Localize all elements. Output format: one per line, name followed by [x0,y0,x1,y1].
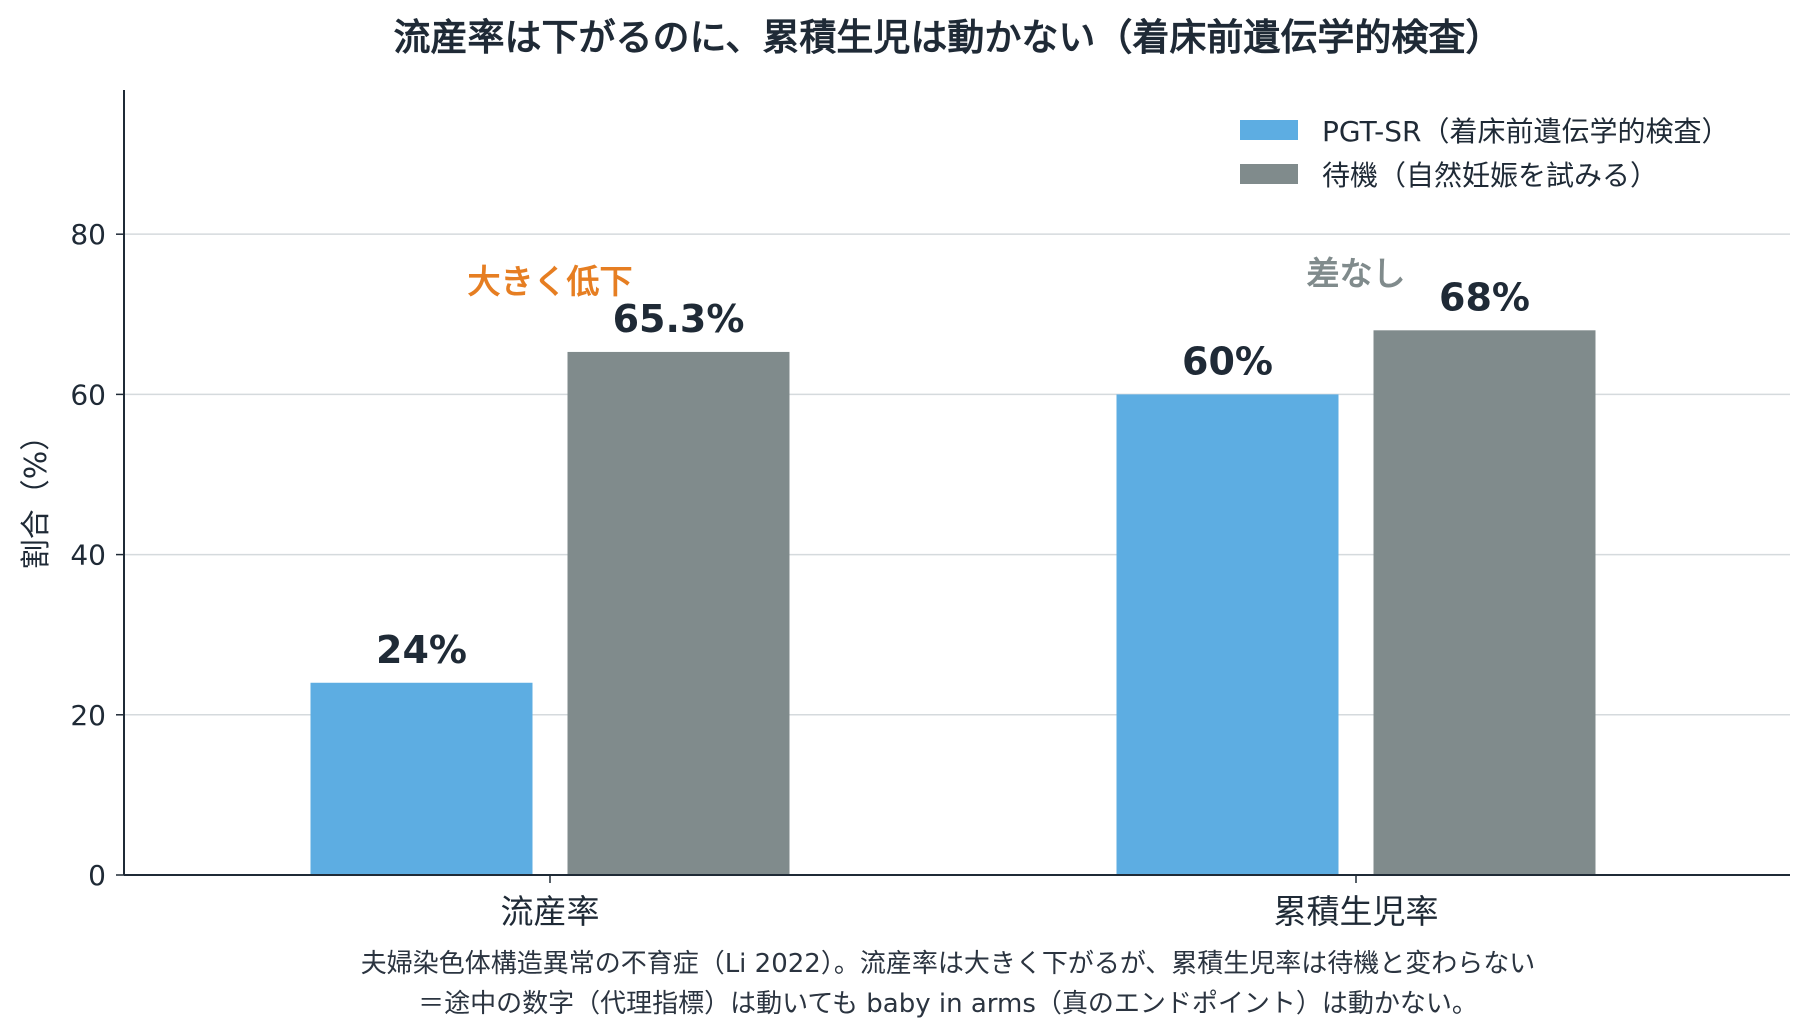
bar [567,351,790,875]
legend-label: PGT-SR（着床前遺伝学的検査） [1322,115,1729,148]
legend-swatch [1240,120,1298,140]
y-tick-label: 80 [70,218,106,251]
bars [310,330,1596,875]
bar [1373,330,1596,875]
y-tick-label: 20 [70,699,106,732]
legend-label: 待機（自然妊娠を試みる） [1322,159,1658,192]
data-label: 65.3% [613,297,745,341]
data-labels: 24% 65.3% 60% 68% 大きく低下 差なし [376,254,1530,672]
chart-title: 流産率は下がるのに、累積生児は動かない（着床前遺伝学的検査） [394,16,1503,59]
bar [1116,394,1339,875]
caption-line-1: 夫婦染色体構造異常の不育症（Li 2022）。流産率は大きく下がるが、累積生児率… [361,949,1536,979]
bar [310,682,533,875]
caption-line-2: ＝途中の数字（代理指標）は動いても baby in arms（真のエンドポイント… [418,989,1478,1019]
legend: PGT-SR（着床前遺伝学的検査） 待機（自然妊娠を試みる） [1240,115,1729,192]
annotation: 差なし [1307,254,1406,293]
y-axis-label: 割合（%） [19,421,54,570]
x-tick-label: 累積生児率 [1274,892,1439,931]
legend-swatch [1240,164,1298,184]
data-label: 60% [1182,339,1273,383]
x-tick-label: 流産率 [501,892,600,931]
y-tick-label: 0 [88,859,106,892]
y-tick-label: 40 [70,539,106,572]
axes: 0 20 40 60 80 流産率 累積生児率 [70,90,1790,931]
annotation: 大きく低下 [468,262,633,301]
data-label: 68% [1439,275,1530,319]
data-label: 24% [376,628,467,672]
y-tick-label: 60 [70,378,106,411]
